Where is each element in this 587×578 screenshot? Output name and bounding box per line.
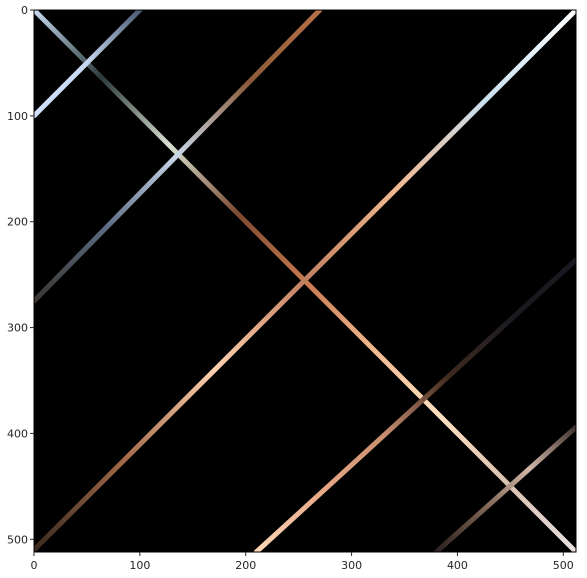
y-tick-label: 200 (7, 216, 28, 229)
y-tick-label: 100 (7, 110, 28, 123)
x-tick-label: 400 (447, 559, 468, 572)
x-tick-label: 0 (31, 559, 38, 572)
image-line (34, 10, 143, 119)
y-axis: 0 100 200 300 400 500 (7, 4, 34, 546)
y-tick-label: 500 (7, 533, 28, 546)
image-line (34, 10, 576, 552)
image-line (253, 257, 576, 552)
x-tick-label: 100 (129, 559, 150, 572)
x-axis: 0 100 200 300 400 500 (31, 552, 574, 572)
x-tick-label: 300 (341, 559, 362, 572)
x-tick-label: 200 (235, 559, 256, 572)
plot-frame (33, 9, 577, 553)
image-line (34, 10, 323, 304)
y-tick-label: 400 (7, 427, 28, 440)
y-tick-label: 0 (21, 4, 28, 17)
image-lines (34, 10, 576, 552)
y-tick-label: 300 (7, 322, 28, 335)
image-line (433, 424, 576, 552)
x-tick-label: 500 (553, 559, 574, 572)
